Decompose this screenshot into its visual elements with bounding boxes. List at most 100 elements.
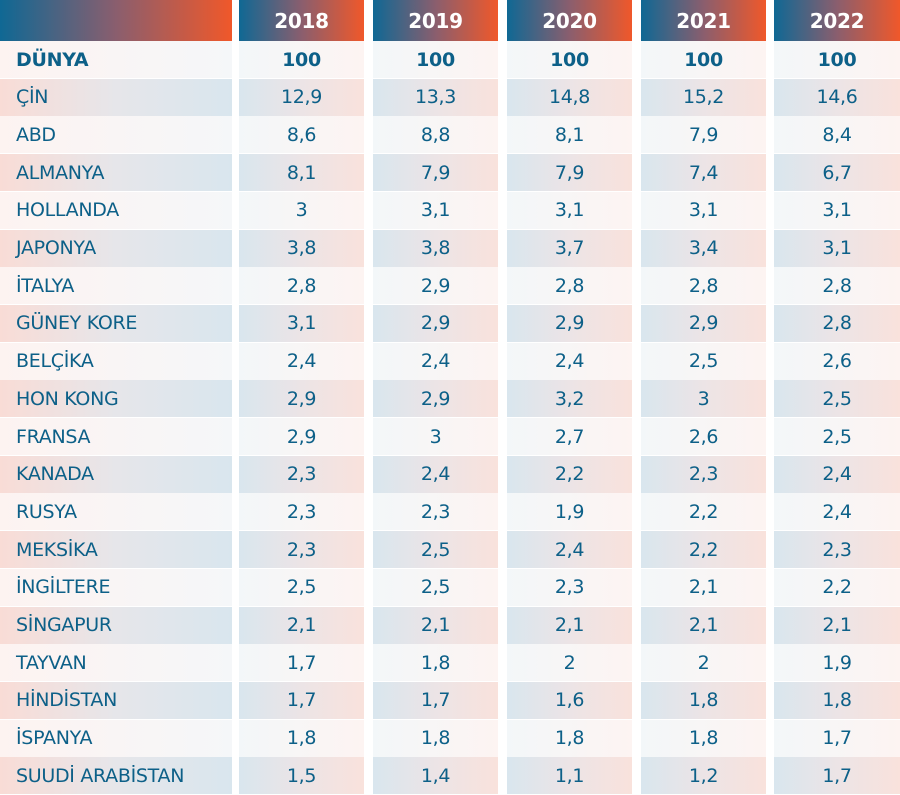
row-label: TAYVAN [0, 644, 232, 682]
table-row: BELÇİKA 2,4 2,4 2,4 2,5 2,6 [0, 342, 900, 380]
value-cell: 3,1 [507, 191, 632, 229]
table-row: İNGİLTERE 2,5 2,5 2,3 2,1 2,2 [0, 568, 900, 606]
value-cell: 2,9 [507, 304, 632, 342]
table-row: TAYVAN 1,7 1,8 2 2 1,9 [0, 644, 900, 682]
row-label: RUSYA [0, 493, 232, 531]
value-cell: 2,1 [641, 568, 766, 606]
row-label: HOLLANDA [0, 191, 232, 229]
value-cell: 2,5 [641, 342, 766, 380]
table-row: KANADA 2,3 2,4 2,2 2,3 2,4 [0, 455, 900, 493]
table-row: ABD 8,6 8,8 8,1 7,9 8,4 [0, 116, 900, 154]
value-cell: 2,5 [239, 568, 364, 606]
value-cell: 2,4 [507, 342, 632, 380]
value-cell: 1,7 [239, 644, 364, 682]
value-cell: 7,4 [641, 154, 766, 192]
row-label: SUUDİ ARABİSTAN [0, 757, 232, 795]
value-cell: 1,2 [641, 757, 766, 795]
value-cell: 2,1 [239, 606, 364, 644]
value-cell: 2,4 [239, 342, 364, 380]
row-label: İNGİLTERE [0, 568, 232, 606]
value-cell: 2,3 [507, 568, 632, 606]
value-cell: 2,3 [373, 493, 498, 531]
value-cell: 2,3 [641, 455, 766, 493]
value-cell: 12,9 [239, 78, 364, 116]
value-cell: 3 [641, 380, 766, 418]
value-cell: 1,9 [507, 493, 632, 531]
value-cell: 2,9 [373, 304, 498, 342]
column-header: 2018 [239, 0, 364, 41]
value-cell: 2,6 [641, 418, 766, 455]
value-cell: 1,8 [373, 719, 498, 757]
value-cell: 8,1 [507, 116, 632, 154]
table-row: GÜNEY KORE 3,1 2,9 2,9 2,9 2,8 [0, 304, 900, 342]
table-row: MEKSİKA 2,3 2,5 2,4 2,2 2,3 [0, 531, 900, 569]
value-cell: 1,8 [774, 681, 900, 719]
value-cell: 100 [507, 41, 632, 78]
value-cell: 2,3 [239, 455, 364, 493]
value-cell: 2,5 [373, 568, 498, 606]
row-label: FRANSA [0, 418, 232, 455]
value-cell: 2,2 [507, 455, 632, 493]
row-label: ABD [0, 116, 232, 154]
value-cell: 2,6 [774, 342, 900, 380]
value-cell: 2,8 [507, 267, 632, 305]
table-row: İSPANYA 1,8 1,8 1,8 1,8 1,7 [0, 719, 900, 757]
value-cell: 2,1 [641, 606, 766, 644]
table-row: FRANSA 2,9 3 2,7 2,6 2,5 [0, 418, 900, 455]
value-cell: 1,4 [373, 757, 498, 795]
value-cell: 100 [373, 41, 498, 78]
header-row: 2018 2019 2020 2021 2022 [0, 0, 900, 41]
value-cell: 2,4 [507, 531, 632, 569]
table-row: HİNDİSTAN 1,7 1,7 1,6 1,8 1,8 [0, 681, 900, 719]
table-row: RUSYA 2,3 2,3 1,9 2,2 2,4 [0, 493, 900, 531]
value-cell: 1,6 [507, 681, 632, 719]
row-label: BELÇİKA [0, 342, 232, 380]
row-label: HİNDİSTAN [0, 681, 232, 719]
value-cell: 2,9 [239, 380, 364, 418]
value-cell: 2,9 [373, 380, 498, 418]
value-cell: 2,8 [774, 304, 900, 342]
header-corner [0, 0, 232, 41]
value-cell: 1,8 [641, 681, 766, 719]
table-row: ÇİN 12,9 13,3 14,8 15,2 14,6 [0, 78, 900, 116]
value-cell: 1,5 [239, 757, 364, 795]
value-cell: 3,7 [507, 229, 632, 267]
value-cell: 2,9 [641, 304, 766, 342]
value-cell: 14,6 [774, 78, 900, 116]
value-cell: 3,1 [774, 229, 900, 267]
value-cell: 2,2 [641, 493, 766, 531]
value-cell: 7,9 [507, 154, 632, 192]
value-cell: 7,9 [373, 154, 498, 192]
value-cell: 8,8 [373, 116, 498, 154]
value-cell: 8,4 [774, 116, 900, 154]
value-cell: 100 [774, 41, 900, 78]
value-cell: 13,3 [373, 78, 498, 116]
row-label: İSPANYA [0, 719, 232, 757]
value-cell: 2,1 [507, 606, 632, 644]
table-row: SİNGAPUR 2,1 2,1 2,1 2,1 2,1 [0, 606, 900, 644]
value-cell: 2,5 [774, 418, 900, 455]
table-row: DÜNYA 100 100 100 100 100 [0, 41, 900, 78]
table-row: JAPONYA 3,8 3,8 3,7 3,4 3,1 [0, 229, 900, 267]
value-cell: 100 [239, 41, 364, 78]
value-cell: 1,7 [239, 681, 364, 719]
row-label: JAPONYA [0, 229, 232, 267]
value-cell: 2,3 [239, 531, 364, 569]
column-header: 2022 [774, 0, 900, 41]
value-cell: 2,2 [641, 531, 766, 569]
value-cell: 3,8 [373, 229, 498, 267]
table-row: İTALYA 2,8 2,9 2,8 2,8 2,8 [0, 267, 900, 305]
value-cell: 2,5 [373, 531, 498, 569]
value-cell: 3,1 [774, 191, 900, 229]
value-cell: 2,4 [373, 455, 498, 493]
value-cell: 1,8 [507, 719, 632, 757]
row-label: DÜNYA [0, 41, 232, 78]
value-cell: 8,1 [239, 154, 364, 192]
value-cell: 1,9 [774, 644, 900, 682]
column-header: 2020 [507, 0, 632, 41]
row-label: HON KONG [0, 380, 232, 418]
row-label: İTALYA [0, 267, 232, 305]
value-cell: 3,4 [641, 229, 766, 267]
column-header: 2021 [641, 0, 766, 41]
